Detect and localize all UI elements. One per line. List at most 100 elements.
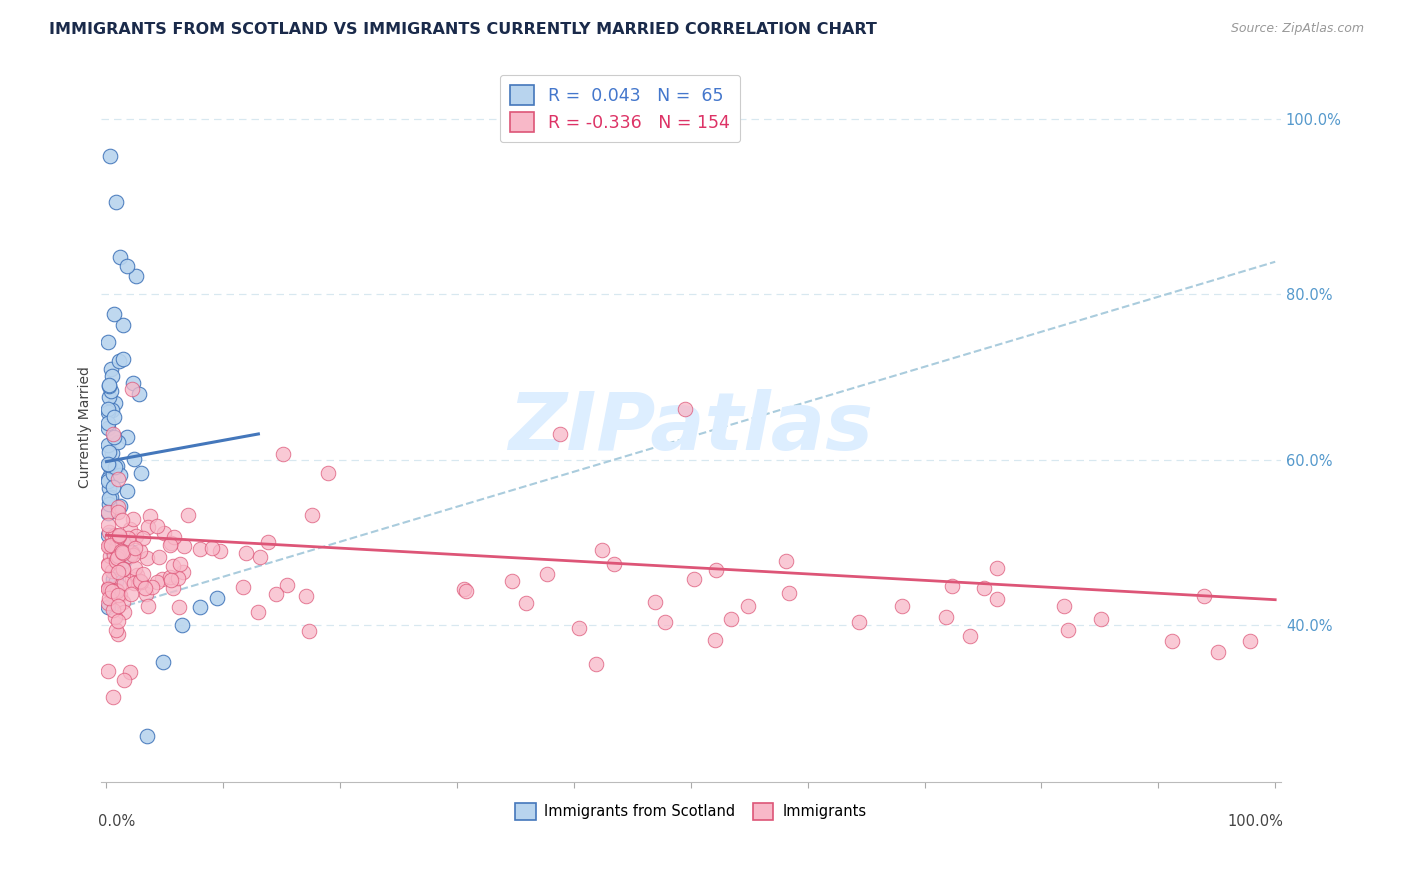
Point [97, 505, 120, 519]
Point [101, 530, 124, 544]
Text: Source: ZipAtlas.com: Source: ZipAtlas.com [1230, 22, 1364, 36]
Point [97, 591, 120, 606]
Point [97, 491, 120, 506]
Point [160, 536, 183, 550]
Point [644, 595, 666, 609]
Point [973, 581, 995, 595]
Point [162, 558, 184, 573]
Point [107, 549, 129, 563]
Point [568, 621, 591, 635]
Point [232, 581, 254, 595]
Point [141, 580, 163, 594]
Point [1192, 590, 1215, 604]
Point [111, 562, 134, 576]
Point [162, 581, 184, 595]
Point [104, 610, 127, 624]
Point [959, 629, 981, 643]
Point [100, 537, 122, 551]
Point [103, 430, 125, 444]
Point [107, 505, 129, 519]
Point [97, 416, 120, 430]
Point [108, 499, 131, 513]
Point [136, 550, 159, 565]
Point [128, 574, 150, 588]
Point [775, 554, 797, 568]
Point [122, 451, 145, 466]
Point [121, 545, 143, 559]
Point [145, 518, 167, 533]
Point [247, 605, 270, 619]
Point [121, 376, 143, 390]
Point [97, 528, 120, 542]
Point [110, 250, 132, 264]
Point [112, 546, 135, 560]
Point [101, 542, 124, 557]
Point [172, 566, 194, 580]
Point [108, 353, 131, 368]
Point [101, 588, 124, 602]
Point [112, 605, 135, 619]
Point [100, 490, 122, 504]
Point [107, 599, 129, 613]
Point [124, 561, 146, 575]
Point [654, 615, 676, 630]
Point [848, 615, 870, 629]
Point [101, 427, 124, 442]
Point [97, 438, 120, 452]
Point [103, 410, 125, 425]
Point [97, 539, 120, 553]
Point [683, 572, 706, 586]
Point [124, 541, 146, 555]
Point [97, 518, 120, 533]
Point [118, 665, 141, 679]
Point [100, 402, 122, 417]
Point [121, 549, 143, 563]
Text: ZIPatlas: ZIPatlas [509, 389, 873, 467]
Point [100, 384, 122, 399]
Point [111, 545, 134, 559]
Point [1057, 623, 1080, 637]
Point [105, 624, 128, 638]
Point [101, 584, 124, 599]
Point [139, 508, 162, 523]
Point [103, 307, 125, 321]
Point [173, 539, 195, 553]
Point [117, 531, 139, 545]
Point [704, 563, 727, 577]
Point [136, 599, 159, 613]
Point [104, 194, 127, 209]
Point [150, 572, 173, 586]
Point [97, 506, 120, 520]
Point [97, 473, 120, 487]
Point [97, 421, 120, 435]
Point [169, 557, 191, 571]
Point [159, 569, 181, 583]
Point [454, 584, 477, 599]
Point [129, 466, 152, 480]
Point [111, 595, 134, 609]
Point [105, 533, 128, 547]
Point [107, 627, 129, 641]
Point [101, 467, 124, 481]
Point [188, 541, 211, 556]
Point [105, 574, 128, 588]
Point [166, 571, 188, 585]
Point [276, 577, 298, 591]
Point [97, 582, 120, 596]
Point [935, 609, 957, 624]
Point [941, 578, 963, 592]
Point [107, 563, 129, 577]
Point [134, 582, 156, 596]
Point [453, 582, 475, 597]
Point [986, 560, 1008, 574]
Point [98, 549, 121, 563]
Point [98, 539, 121, 553]
Point [115, 483, 138, 498]
Point [148, 550, 170, 565]
Point [111, 513, 134, 527]
Point [207, 591, 229, 605]
Point [105, 550, 128, 565]
Point [103, 480, 125, 494]
Point [107, 583, 129, 598]
Point [98, 468, 121, 483]
